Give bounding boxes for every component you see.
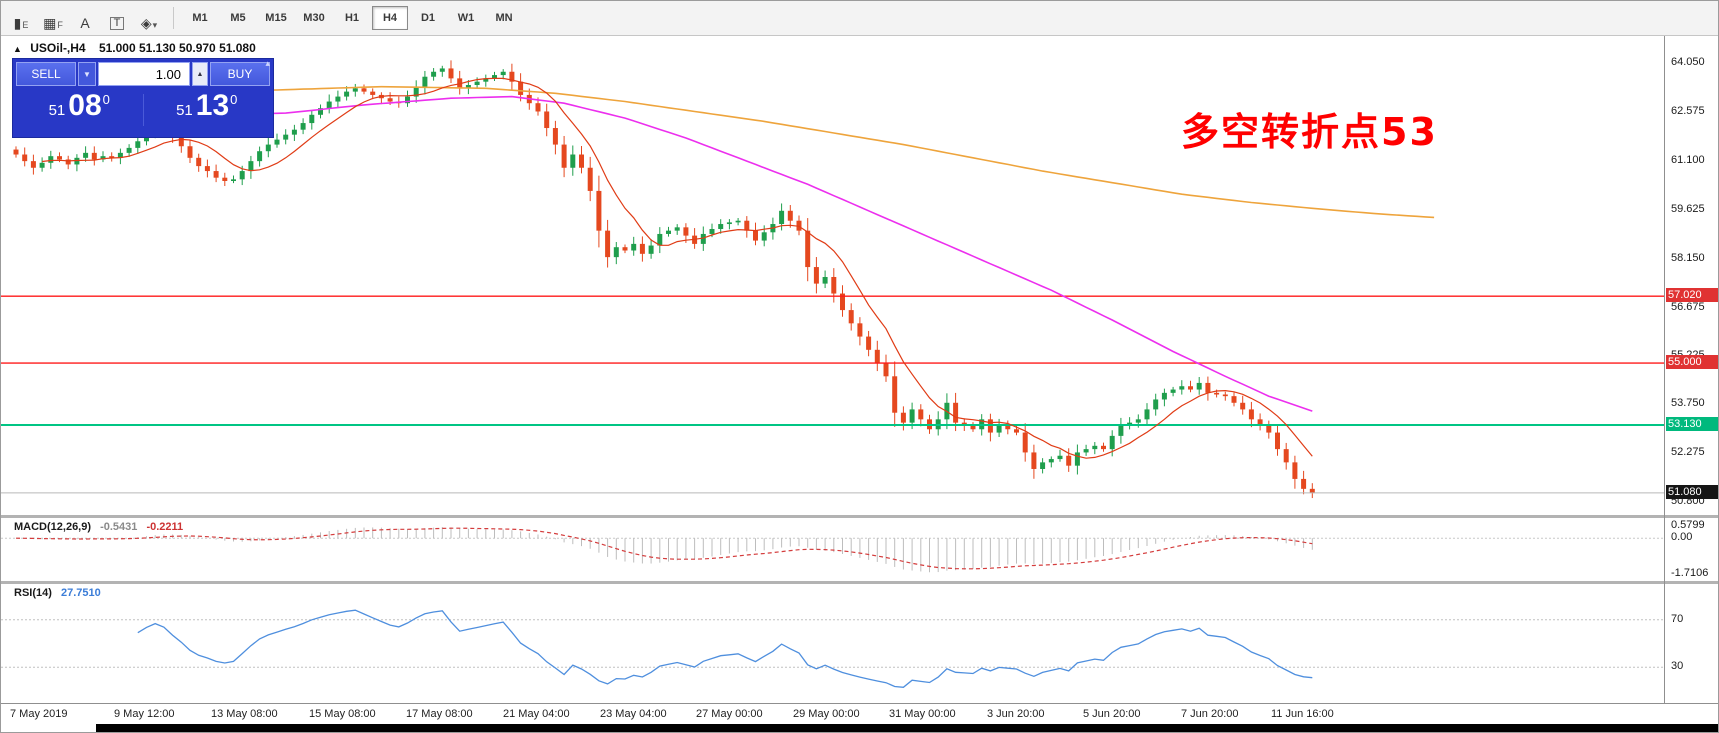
price-axis-label: 56.675 <box>1671 300 1705 313</box>
font-icon-glyph: A <box>80 15 90 31</box>
price-axis-label: 53.750 <box>1671 397 1705 410</box>
candlestick-chart-icon[interactable]: ▮ E <box>8 6 34 30</box>
buy-price-int: 51 <box>176 102 193 119</box>
trade-controls-row: SELL ▼ 1.00 ▲ BUY <box>16 62 270 86</box>
time-axis-label: 7 Jun 20:00 <box>1181 708 1239 720</box>
time-axis-label: 11 Jun 16:00 <box>1271 708 1334 720</box>
macd-axis-label: 0.5799 <box>1671 519 1705 532</box>
widget-collapse-icon[interactable]: ▴ <box>265 58 270 68</box>
buy-price[interactable]: 51 13 0 <box>144 91 271 129</box>
price-axis-label: 61.100 <box>1671 154 1705 167</box>
time-axis-line <box>1 703 1718 704</box>
textbox-icon-glyph: T <box>109 17 125 30</box>
price-axis-label: 64.050 <box>1671 56 1705 69</box>
rsi-label-text: RSI(14) <box>14 587 52 599</box>
sell-price-int: 51 <box>48 102 66 119</box>
candlestick-chart-icon-sub: E <box>22 20 29 30</box>
rsi-value: 27.7510 <box>60 587 101 599</box>
timeframe-m30[interactable]: M30 <box>303 12 325 24</box>
time-axis-label: 13 May 08:00 <box>211 708 278 720</box>
price-axis-label: 62.575 <box>1671 105 1705 118</box>
objects-dropdown-icon-glyph: ◈ <box>140 15 152 31</box>
toolbar-icon-group: ▮ E ▦ F A T ◈ ▾ <box>1 6 165 30</box>
price-axis-label: 59.625 <box>1671 202 1705 215</box>
grid-icon-sub: F <box>57 20 63 30</box>
textbox-icon[interactable]: T <box>104 6 130 30</box>
macd-axis-label: 0.00 <box>1671 531 1693 544</box>
time-axis-label: 3 Jun 20:00 <box>987 708 1045 720</box>
price-axis-label: 52.275 <box>1671 446 1705 459</box>
price-badge-51.080: 51.080 <box>1666 484 1718 499</box>
panel-separator-macd-rsi[interactable] <box>1 581 1718 584</box>
rsi-axis-label: 30 <box>1671 660 1684 673</box>
time-axis-label: 29 May 00:00 <box>793 708 860 720</box>
oneclick-collapse-icon[interactable]: ▲ <box>13 44 22 54</box>
ohlc-values: 51.000 51.130 50.970 51.080 <box>98 41 256 55</box>
toolbar: ▮ E ▦ F A T ◈ ▾ M1 M5 M15 M30 H1 H4 D1 W1 MN <box>1 1 1718 36</box>
buy-price-pip: 0 <box>230 92 238 107</box>
time-axis-label: 5 Jun 20:00 <box>1083 708 1141 720</box>
rsi-axis-label: 70 <box>1671 612 1684 625</box>
sell-price-main: 08 <box>68 89 102 122</box>
timeframe-w1[interactable]: W1 <box>457 12 475 24</box>
grid-icon-glyph: ▦ <box>43 15 57 31</box>
macd-signal-value: -0.2211 <box>146 521 184 533</box>
chart-title-line: ▲ USOil-,H4 51.000 51.130 50.970 51.080 <box>13 41 256 55</box>
time-axis-label: 21 May 04:00 <box>503 708 570 720</box>
font-icon[interactable]: A <box>72 6 98 30</box>
macd-main-value: -0.5431 <box>100 521 138 533</box>
time-axis-label: 15 May 08:00 <box>309 708 376 720</box>
price-badge-57.020: 57.020 <box>1666 288 1718 303</box>
timeframe-mn[interactable]: MN <box>495 12 513 24</box>
grid-icon[interactable]: ▦ F <box>40 6 66 30</box>
time-axis-label: 31 May 00:00 <box>889 708 956 720</box>
sell-price-pip: 0 <box>102 92 110 107</box>
timeframe-h1[interactable]: H1 <box>344 12 360 24</box>
macd-label-text: MACD(12,26,9) <box>14 521 92 533</box>
timeframe-m15[interactable]: M15 <box>265 12 287 24</box>
toolbar-separator <box>173 7 174 29</box>
price-badge-53.130: 53.130 <box>1666 416 1718 431</box>
time-axis-label: 17 May 08:00 <box>406 708 473 720</box>
buy-price-main: 13 <box>195 89 230 122</box>
macd-indicator-label: MACD(12,26,9) -0.5431 -0.2211 <box>14 521 183 533</box>
volume-dropdown-button[interactable]: ▼ <box>78 62 96 86</box>
rsi-indicator-label: RSI(14) 27.7510 <box>14 587 101 599</box>
sell-button[interactable]: SELL <box>16 62 76 86</box>
price-badge-55.000: 55.000 <box>1666 355 1718 370</box>
timeframe-buttons: M1 M5 M15 M30 H1 H4 D1 W1 MN <box>182 6 522 30</box>
sell-price[interactable]: 51 08 0 <box>16 91 143 129</box>
objects-dropdown-icon-sub: ▾ <box>152 20 158 30</box>
chart-annotation-text: 多空转折点53 <box>1181 110 1438 154</box>
volume-spin-up-button[interactable]: ▲ <box>192 62 208 86</box>
candlestick-chart-icon-glyph: ▮ <box>13 15 22 31</box>
price-axis-label: 58.150 <box>1671 251 1705 264</box>
time-axis-label: 9 May 12:00 <box>114 708 175 720</box>
trade-prices-row: 51 08 0 51 13 0 <box>16 86 270 134</box>
timeframe-m1[interactable]: M1 <box>192 12 208 24</box>
panel-separator-main-macd[interactable] <box>1 515 1718 518</box>
timeframe-h4[interactable]: H4 <box>372 6 408 30</box>
volume-input[interactable]: 1.00 <box>98 62 190 86</box>
timeframe-m5[interactable]: M5 <box>230 12 246 24</box>
taskbar-strip <box>96 724 1718 732</box>
symbol-timeframe-label: USOil-,H4 <box>30 41 86 55</box>
buy-button[interactable]: BUY <box>210 62 270 86</box>
one-click-trading-panel: ▴ SELL ▼ 1.00 ▲ BUY 51 08 0 51 13 0 <box>12 58 274 138</box>
price-axis-border <box>1664 36 1665 703</box>
macd-axis-label: -1.7106 <box>1671 567 1709 580</box>
price-divider <box>142 94 144 126</box>
time-axis-label: 23 May 04:00 <box>600 708 667 720</box>
time-axis-label: 27 May 00:00 <box>696 708 763 720</box>
timeframe-d1[interactable]: D1 <box>420 12 436 24</box>
objects-dropdown-icon[interactable]: ◈ ▾ <box>136 6 162 30</box>
time-axis-label: 7 May 2019 <box>10 708 68 720</box>
